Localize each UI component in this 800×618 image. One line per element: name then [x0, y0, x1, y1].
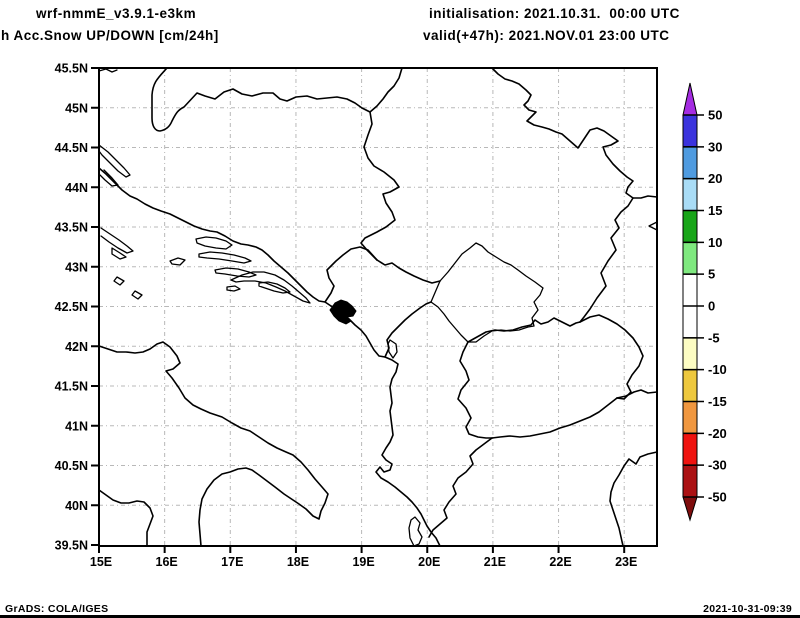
colorbar-tick-label: 50: [708, 108, 722, 123]
colorbar-tick-label: 20: [708, 171, 722, 186]
lat-tick-label: 40N: [65, 499, 88, 513]
lon-tick-label: 17E: [221, 555, 243, 569]
valid-time-label: valid(+47h): 2021.NOV.01 23:00 UTC: [423, 28, 670, 43]
lat-lon-gridlines: [99, 68, 657, 546]
country-borders-coastlines: [98, 67, 658, 547]
colorbar-tick-label: 5: [708, 267, 715, 282]
colorbar-tick-label: -10: [708, 362, 727, 377]
colorbar-segment: [682, 114, 698, 148]
lon-tick-label: 20E: [418, 555, 440, 569]
colorbar-segment: [682, 432, 698, 466]
lat-tick-label: 41.5N: [55, 380, 88, 394]
creation-timestamp: 2021-10-31-09:39: [703, 603, 792, 615]
adriatic-islands: [98, 144, 357, 325]
lat-tick-label: 42N: [65, 340, 88, 354]
lon-tick-label: 18E: [287, 555, 309, 569]
bottom-edge-bar: [0, 615, 800, 618]
colorbar-tick-label: -20: [708, 426, 727, 441]
colorbar-segment: [682, 146, 698, 180]
grads-credit: GrADS: COLA/IGES: [5, 603, 109, 615]
init-time-label: initialisation: 2021.10.31. 00:00 UTC: [429, 6, 680, 21]
colorbar-tick-label: 10: [708, 235, 722, 250]
colorbar-segment: [682, 337, 698, 371]
lon-tick-label: 15E: [90, 555, 112, 569]
lat-tick-label: 44N: [65, 181, 88, 195]
lat-tick-label: 43N: [65, 260, 88, 274]
lon-tick-label: 21E: [484, 555, 506, 569]
colorbar-segment: [682, 273, 698, 307]
colorbar-tick-label: -30: [708, 458, 727, 473]
lat-tick-label: 45N: [65, 101, 88, 115]
colorbar-tick-label: 0: [708, 299, 715, 314]
colorbar-segment: [682, 369, 698, 402]
colorbar-segment: [682, 178, 698, 212]
colorbar-segment: [682, 401, 698, 434]
colorbar-tick-label: 30: [708, 139, 722, 154]
axis-ticks: [91, 67, 626, 553]
model-title: wrf-nmmE_v3.9.1-e3km: [36, 6, 197, 21]
kotor-bay-mark: [329, 299, 357, 325]
colorbar-bottom-arrow: [682, 496, 698, 522]
product-title: h Acc.Snow UP/DOWN [cm/24h]: [1, 28, 219, 43]
colorbar-tick-label: -5: [708, 330, 720, 345]
lon-tick-label: 19E: [352, 555, 374, 569]
lon-tick-label: 22E: [549, 555, 571, 569]
lat-tick-label: 45.5N: [55, 62, 88, 76]
lat-tick-label: 42.5N: [55, 300, 88, 314]
colorbar-tick-label: -50: [708, 490, 727, 505]
lat-tick-label: 41N: [65, 419, 88, 433]
lat-tick-label: 43.5N: [55, 221, 88, 235]
longitude-axis-labels: 15E 16E 17E 18E 19E 20E 21E 22E 23E: [90, 555, 637, 569]
lon-tick-label: 23E: [615, 555, 637, 569]
lat-tick-label: 40.5N: [55, 459, 88, 473]
colorbar-tick-label: -15: [708, 394, 727, 409]
colorbar-top-arrow: [682, 82, 698, 116]
lat-tick-label: 39.5N: [55, 539, 88, 553]
colorbar-segment: [682, 210, 698, 243]
lon-tick-label: 16E: [156, 555, 178, 569]
latitude-axis-labels: 45.5N 45N 44.5N 44N 43.5N 43N 42.5N 42N 41.5N 41N…: [55, 62, 88, 553]
colorbar-segment: [682, 241, 698, 275]
colorbar-segment: [682, 464, 698, 498]
lat-tick-label: 44.5N: [55, 141, 88, 155]
colorbar-tick-label: 15: [708, 203, 722, 218]
colorbar-segment: [682, 305, 698, 339]
